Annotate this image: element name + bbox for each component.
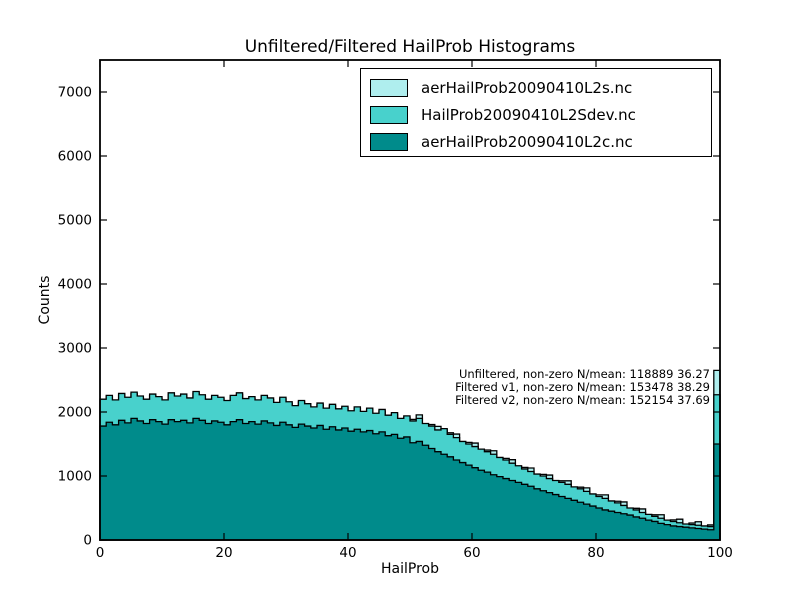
series-2-histogram [99,417,721,541]
axes-spines [99,59,721,541]
legend-box: aerHailProb20090410L2s.nc HailProb200904… [360,68,712,157]
y-tick-label: 1000 [58,469,92,485]
x-tick-label: 20 [215,545,232,561]
legend-label: HailProb20090410L2Sdev.nc [421,105,636,124]
legend-swatch-light-cyan [370,78,408,97]
legend-row: aerHailProb20090410L2s.nc [370,74,703,101]
annotation-unfiltered: Unfiltered, non-zero N/mean: 118889 36.2… [458,367,710,381]
annotation-filtered-v2: Filtered v2, non-zero N/mean: 152154 37.… [455,393,710,408]
x-tick-label: 60 [463,545,480,561]
stats-annotations: Unfiltered, non-zero N/mean: 118889 36.2… [455,367,710,408]
x-tick-label: 100 [707,545,733,561]
x-tick-label: 80 [587,545,604,561]
y-tick-label: 3000 [58,341,92,357]
legend-row: aerHailProb20090410L2c.nc [370,128,703,155]
x-tick-label: 40 [339,545,356,561]
y-tick-label: 6000 [58,149,92,165]
x-tick-label: 0 [96,545,105,561]
y-tick-label: 7000 [58,85,92,101]
y-axis-label: Counts [37,275,53,325]
legend-label: aerHailProb20090410L2s.nc [421,78,633,97]
legend-label: aerHailProb20090410L2c.nc [421,132,633,151]
y-tick-label: 4000 [58,277,92,293]
chart-title: Unfiltered/Filtered HailProb Histograms [244,37,576,57]
y-tick-label: 2000 [58,405,92,421]
y-tick-label: 5000 [58,213,92,229]
annotation-filtered-v1: Filtered v1, non-zero N/mean: 153478 38.… [455,380,710,395]
legend-row: HailProb20090410L2Sdev.nc [370,101,703,128]
x-axis-label: HailProb [381,561,439,577]
y-tick-label: 0 [83,533,92,549]
legend-swatch-dark-teal [370,132,408,151]
legend-swatch-turquoise [370,105,408,124]
